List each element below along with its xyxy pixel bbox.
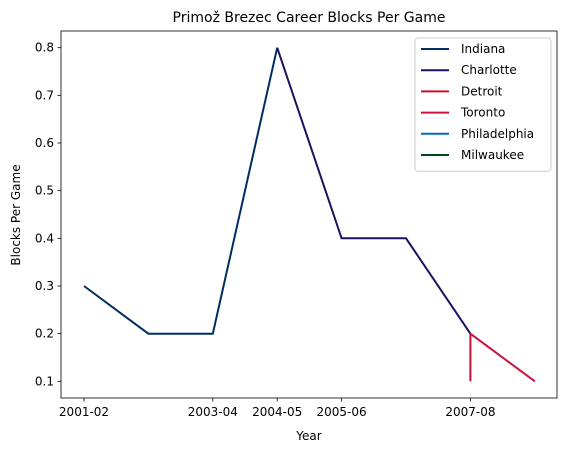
x-tick-label: 2005-06 [317,405,367,419]
legend-label: Toronto [460,106,505,120]
x-axis-label: Year [295,429,321,443]
legend-box [414,37,552,172]
y-tick-label: 0.3 [35,279,54,293]
legend-label: Charlotte [461,63,517,77]
legend-label: Detroit [461,84,503,98]
y-tick-label: 0.4 [35,231,54,245]
plot-area: 0.1 0.2 0.3 0.4 0.5 0.6 0.7 0.8 2001-02 2003-04 20… [35,30,558,419]
series-line-toronto [469,332,536,383]
x-tick-label: 2003-04 [188,405,238,419]
legend-label: Milwaukee [461,148,524,162]
x-tick-label: 2007-08 [445,405,495,419]
legend-label: Philadelphia [461,127,534,141]
y-tick-label: 0.7 [35,88,54,102]
legend-label: Indiana [461,42,505,56]
chart-title: Primož Brezec Career Blocks Per Game [173,10,446,26]
plot-frame [60,30,558,399]
y-tick-label: 0.8 [35,41,54,55]
y-axis-label: Blocks Per Game [9,164,23,265]
y-tick-label: 0.2 [35,327,54,341]
y-tick-label: 0.5 [35,184,54,198]
series-line-charlotte [276,47,472,335]
x-tick-label: 2004-05 [252,405,302,419]
legend: Indiana Charlotte Detroit Toronto Philadelph… [414,37,552,172]
series-line-indiana [83,47,279,335]
y-tick-label: 0.1 [35,374,54,388]
y-tick-label: 0.6 [35,136,54,150]
x-tick-label: 2001-02 [59,405,109,419]
